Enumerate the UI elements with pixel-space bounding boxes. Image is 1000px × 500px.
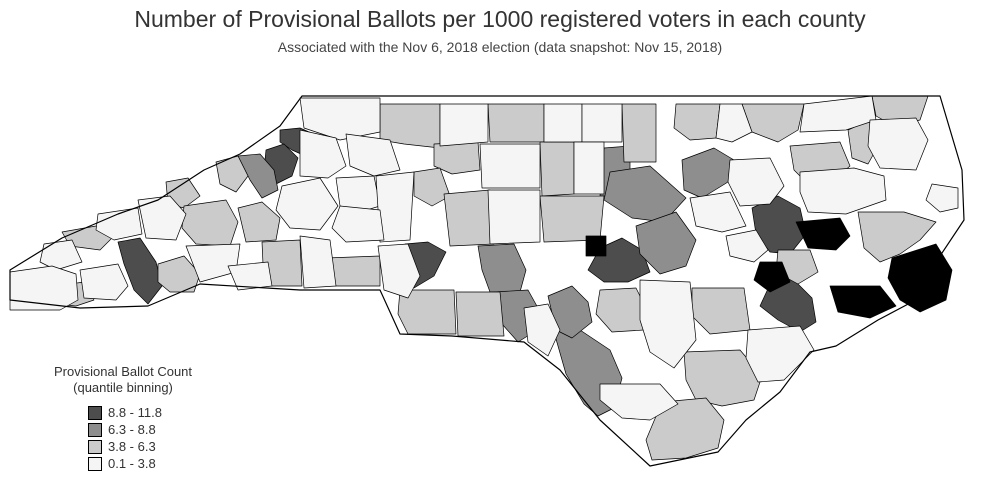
county-shape [673, 103, 721, 141]
legend-label: 8.8 - 11.8 [108, 405, 162, 420]
county-shape [137, 195, 187, 241]
county-shape [455, 291, 505, 337]
county-shape [539, 195, 605, 243]
county-shape [377, 243, 421, 299]
county-shape [599, 383, 679, 421]
legend-label: 0.1 - 3.8 [108, 456, 156, 471]
county-shape [925, 183, 959, 213]
county-shape [433, 141, 481, 175]
county-shape [157, 255, 201, 293]
county-shape [857, 211, 937, 263]
county-shape [645, 397, 725, 461]
county-shape [413, 167, 451, 207]
county-shape [887, 243, 953, 313]
county-shape [117, 237, 163, 305]
county-shape [715, 103, 753, 143]
legend-subtitle: (quantile binning) [73, 380, 173, 395]
county-shape [799, 167, 887, 215]
legend-swatch [88, 422, 102, 437]
county-shape [479, 143, 541, 189]
county-shape [867, 117, 929, 171]
county-shape [573, 141, 605, 195]
map-subtitle: Associated with the Nov 6, 2018 election… [277, 39, 723, 55]
county-shape [299, 235, 337, 289]
county-shape [181, 199, 239, 247]
legend-item: 3.8 - 6.3 [88, 438, 192, 455]
county-shape [237, 153, 279, 199]
county-shape [753, 261, 791, 293]
county-shape [691, 287, 751, 335]
state-outline [9, 95, 965, 467]
county-shape [477, 243, 527, 293]
county-shape [227, 261, 273, 291]
county-shape [443, 189, 495, 247]
county-shape [543, 103, 583, 143]
map-title: Number of Provisional Ballots per 1000 r… [134, 6, 866, 32]
county-shape [379, 103, 441, 149]
county-shape [621, 103, 657, 163]
county-shape [39, 239, 83, 271]
county-shape [639, 279, 697, 369]
county-shape [727, 157, 785, 207]
county-shape [689, 191, 747, 233]
county-shape [397, 289, 457, 335]
county-shape [635, 211, 697, 275]
county-shape [9, 265, 79, 311]
county-shape [523, 303, 561, 357]
legend-swatch [88, 456, 102, 471]
county-shape [585, 235, 607, 257]
county-shape [581, 103, 623, 143]
county-shape [745, 325, 815, 383]
legend-item: 0.1 - 3.8 [88, 455, 192, 472]
county-shape [487, 189, 541, 245]
county-shape [795, 217, 851, 251]
legend-label: 3.8 - 6.3 [108, 439, 156, 454]
county-shape [79, 263, 129, 301]
legend-swatch [88, 405, 102, 420]
county-shape [539, 141, 575, 197]
county-shape [683, 349, 763, 407]
county-shape [237, 201, 281, 243]
county-shape [275, 177, 339, 231]
legend-title: Provisional Ballot Count [54, 364, 193, 379]
legend-item: 8.8 - 11.8 [88, 404, 192, 421]
legend: Provisional Ballot Count (quantile binni… [54, 364, 192, 472]
legend-label: 6.3 - 8.8 [108, 422, 156, 437]
county-shape [741, 103, 805, 143]
county-shape [487, 103, 545, 143]
county-shape [439, 103, 489, 147]
county-shape [299, 129, 347, 179]
legend-swatch [88, 439, 102, 454]
county-shape [345, 133, 401, 177]
county-shape [799, 95, 877, 133]
county-shape [681, 147, 735, 199]
legend-item: 6.3 - 8.8 [88, 421, 192, 438]
county-shape [829, 285, 897, 319]
county-shape [725, 229, 769, 263]
county-shape [331, 205, 385, 243]
